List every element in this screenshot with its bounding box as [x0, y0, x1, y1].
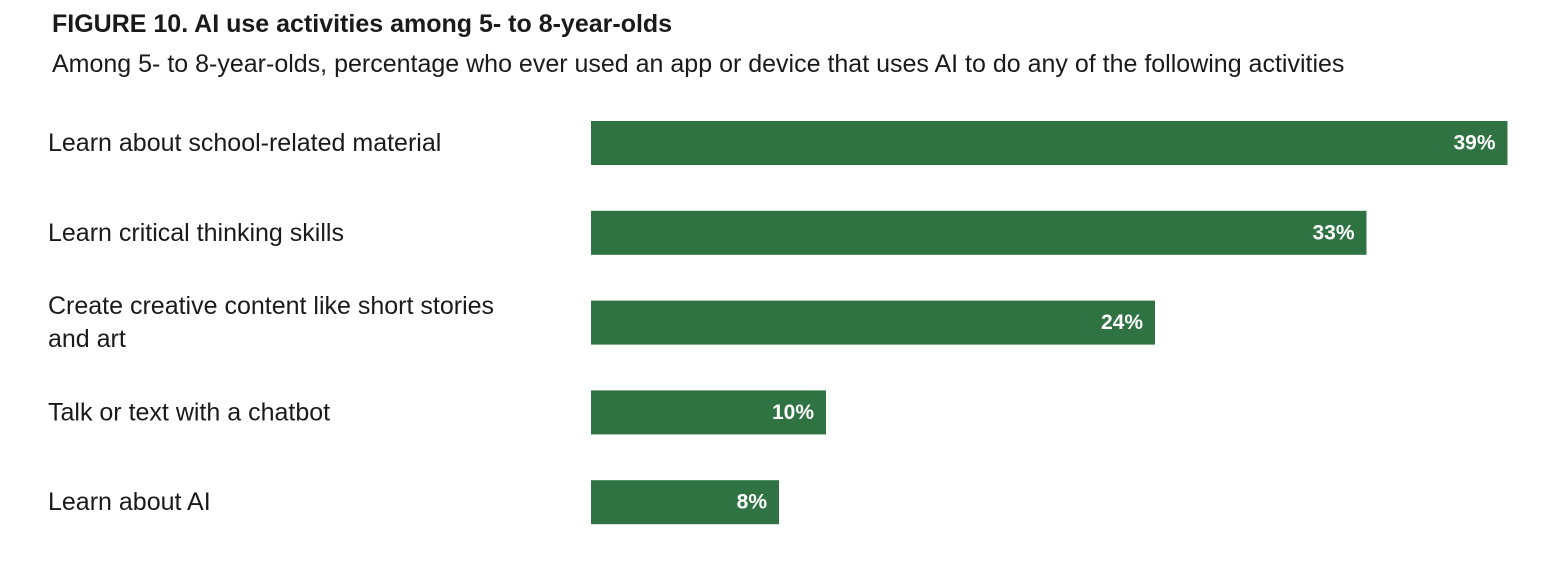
- bar-1: [591, 210, 1367, 255]
- value-label-3: 10%: [772, 401, 814, 424]
- chart-subtitle: Among 5- to 8-year-olds, percentage who …: [52, 50, 1345, 78]
- bar-0: [591, 121, 1508, 165]
- bar-3: [591, 390, 826, 435]
- category-label-2-line-0: Create creative content like short stori…: [48, 292, 494, 320]
- bar-2: [591, 300, 1155, 345]
- category-label-1: Learn critical thinking skills: [48, 219, 344, 247]
- category-label-4: Learn about AI: [48, 488, 211, 516]
- value-label-4: 8%: [737, 491, 768, 514]
- value-label-0: 39%: [1453, 132, 1495, 155]
- category-label-0: Learn about school-related material: [48, 129, 441, 157]
- value-label-1: 33%: [1312, 221, 1354, 244]
- value-label-2: 24%: [1101, 311, 1143, 334]
- chart-title: FIGURE 10. AI use activities among 5- to…: [52, 10, 673, 38]
- bar-4: [591, 480, 779, 525]
- category-label-2-line-1: and art: [48, 325, 126, 353]
- category-label-3: Talk or text with a chatbot: [48, 398, 330, 426]
